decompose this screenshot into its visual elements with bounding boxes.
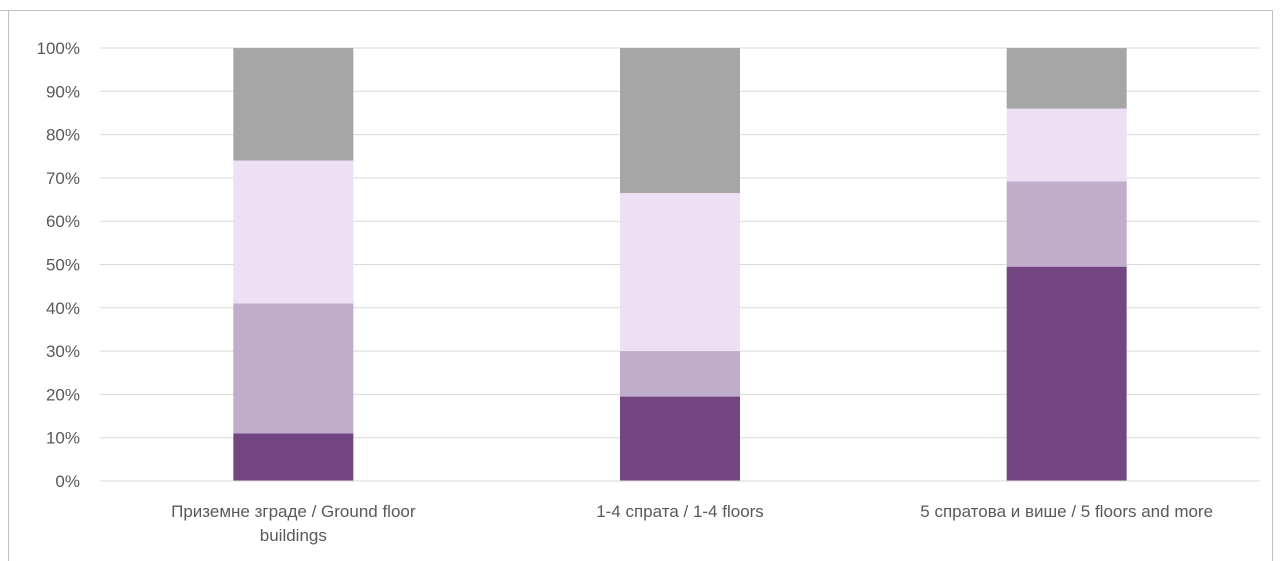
x-category-label: Приземне зграде / Ground floor [171,502,416,521]
bar-segment [1006,266,1127,481]
bar-segment [620,396,740,481]
y-tick-label: 30% [46,342,80,361]
y-tick-label: 70% [46,169,80,188]
x-category-label: 5 спратова и више / 5 floors and more [920,502,1213,521]
x-axis-category-labels: Приземне зграде / Ground floor buildings 1… [171,502,1213,545]
chart-frame-right-border [1272,10,1273,561]
bar-segment [620,193,740,352]
bar-segment [1006,108,1127,182]
x-category-label: 1-4 спрата / 1-4 floors [596,502,764,521]
x-category-label: buildings [260,526,327,545]
y-axis-tick-labels: 0% 10% 20% 30% 40% 50% 60% 70% 80% 90% 100% [37,39,80,491]
y-tick-label: 80% [46,126,80,145]
y-tick-label: 50% [46,256,80,275]
bar-segment [620,48,740,194]
bar-segment [620,351,740,397]
bar-segment [233,48,354,161]
chart-frame-top-border [0,10,1273,11]
bar-segment [233,303,354,434]
chart-frame-left-border [8,10,9,561]
bar-segment [233,160,354,304]
y-tick-label: 40% [46,299,80,318]
bar-stacks [233,48,1127,481]
y-tick-label: 0% [55,472,80,491]
bar-segment [233,433,354,481]
bar-segment [1006,181,1127,267]
y-tick-label: 20% [46,385,80,404]
y-tick-label: 10% [46,429,80,448]
bar-segment [1006,48,1127,109]
y-tick-label: 100% [37,39,80,58]
y-tick-label: 90% [46,82,80,101]
y-tick-label: 60% [46,212,80,231]
